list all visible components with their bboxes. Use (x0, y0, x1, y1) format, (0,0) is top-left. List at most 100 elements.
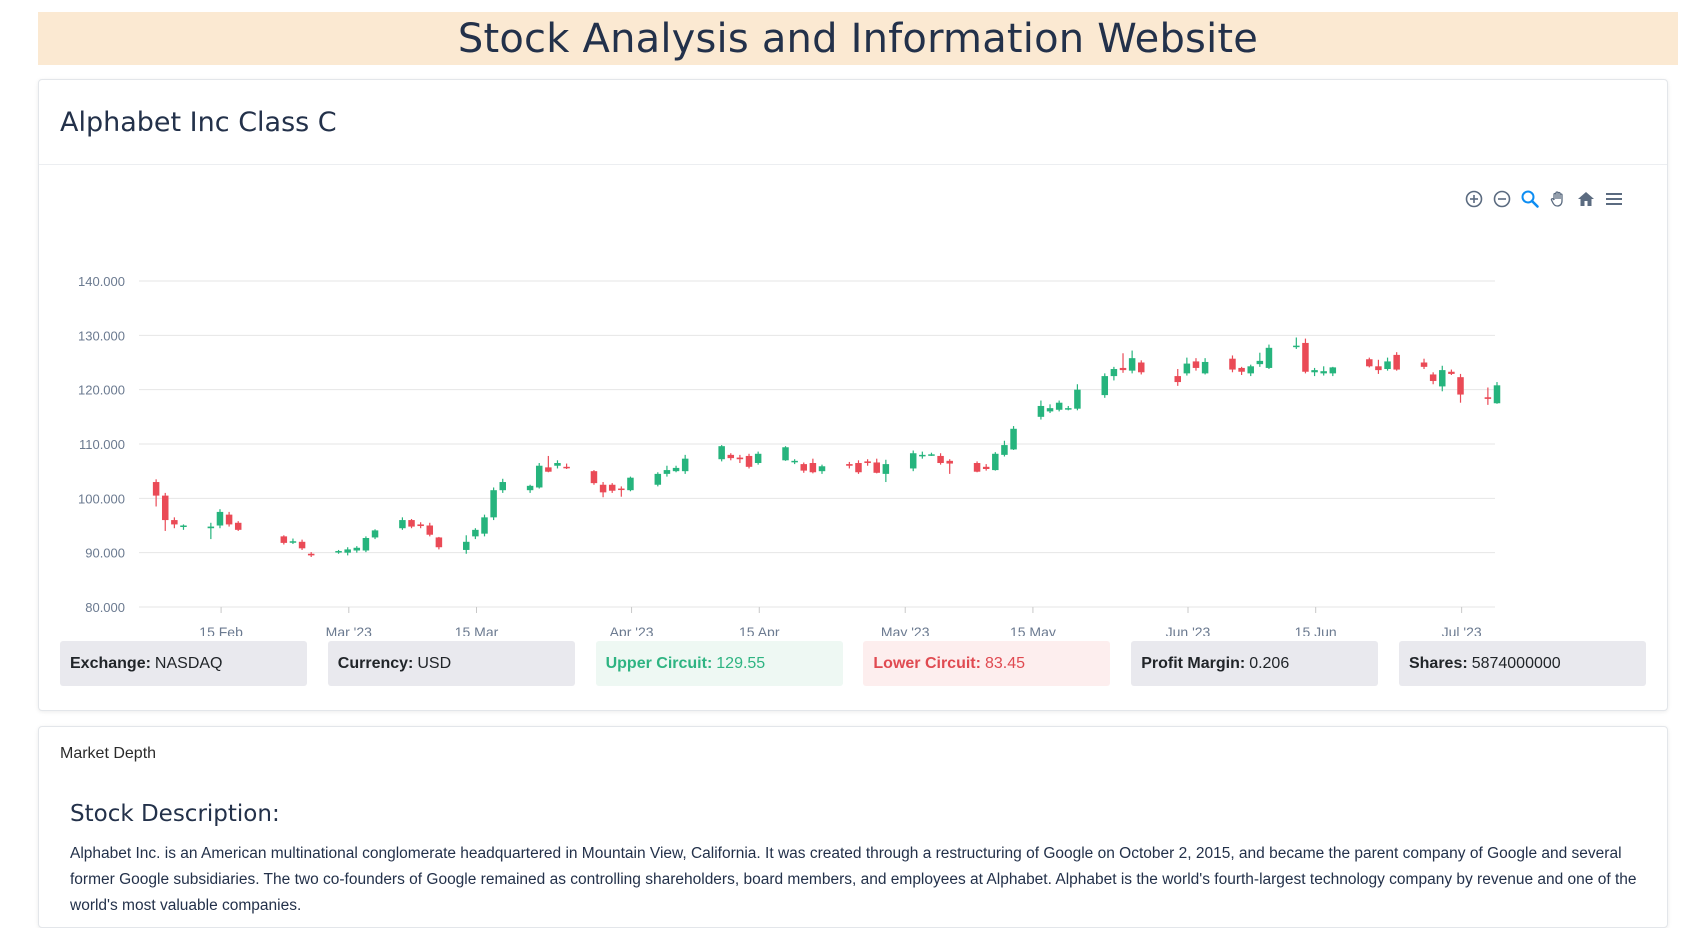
y-tick-label: 110.000 (79, 437, 125, 452)
candle-up (1247, 366, 1254, 374)
candle-down (1484, 397, 1492, 399)
candle-down (1238, 367, 1245, 372)
candle-down (800, 464, 808, 471)
stat-shares: Shares: 5874000000 (1398, 641, 1646, 686)
stat-label: Upper Circuit: (605, 654, 713, 672)
candle-down (855, 463, 862, 473)
candle-down (1448, 371, 1455, 374)
candle-up (1265, 347, 1273, 368)
candle-up (782, 447, 789, 461)
candle-up (818, 466, 826, 472)
candle-down (1429, 374, 1437, 381)
candle-up (1074, 389, 1081, 409)
candle-up (1201, 361, 1209, 374)
y-tick-label: 80.000 (85, 600, 125, 615)
candle-up (399, 520, 406, 529)
description-text: Alphabet Inc. is an American multination… (70, 845, 1637, 914)
stat-profit-margin: Profit Margin: 0.206 (1131, 641, 1379, 686)
candle-down (545, 467, 552, 472)
candle-up (1493, 385, 1501, 404)
candle-up (718, 446, 725, 460)
candle-down (563, 466, 570, 469)
candle-up (1293, 345, 1300, 348)
candle-down (846, 464, 853, 466)
candle-up (681, 458, 689, 472)
zoom-in-icon[interactable] (1463, 188, 1485, 210)
candle-up (1010, 428, 1017, 450)
menu-icon[interactable] (1603, 188, 1625, 210)
candle-up (654, 473, 662, 485)
candle-down (864, 461, 871, 464)
stat-value: USD (417, 654, 452, 672)
candle-up (1037, 405, 1045, 417)
candle-down (417, 524, 424, 527)
stat-label: Profit Margin: (1141, 654, 1246, 672)
x-tick-label: 15 May (1010, 624, 1056, 636)
y-tick-label: 120.000 (78, 383, 125, 398)
candle-up (335, 551, 342, 553)
candle-up (526, 485, 534, 491)
candle-down (298, 541, 306, 549)
candle-up (207, 526, 215, 529)
candle-down (435, 537, 443, 548)
candle-up (1320, 371, 1327, 374)
market-depth-label: Market Depth (60, 745, 157, 762)
candle-down (736, 457, 744, 460)
y-tick-label: 100.000 (78, 491, 125, 506)
x-tick-label: Jul '23 (1442, 624, 1482, 636)
stat-value: 0.206 (1249, 654, 1290, 672)
stock-chart-card: Alphabet Inc Class C 80.000 90.000 100.000… (38, 79, 1668, 711)
candle-down (1393, 354, 1400, 370)
candle-down (608, 484, 616, 491)
stat-label: Currency: (337, 654, 414, 672)
candle-up (791, 460, 798, 463)
chart-toolbar (1463, 188, 1625, 210)
candle-up (1055, 402, 1063, 410)
candle-up (882, 464, 890, 474)
candle-up (535, 465, 543, 488)
candle-down (937, 455, 944, 464)
candle-down (590, 471, 598, 484)
candle-up (627, 477, 634, 491)
stock-card-header: Alphabet Inc Class C (39, 80, 1667, 165)
candle-down (873, 462, 880, 473)
candle-up (353, 547, 361, 551)
stat-value: 129.55 (716, 654, 766, 672)
candle-down (618, 488, 625, 491)
candle-up (1311, 370, 1318, 373)
candle-up (490, 490, 497, 518)
stat-value: 83.45 (984, 654, 1025, 672)
stat-value: NASDAQ (154, 654, 223, 672)
selection-zoom-icon[interactable] (1519, 188, 1541, 210)
candle-down (1174, 376, 1181, 383)
stat-label: Exchange: (70, 654, 151, 672)
reset-home-icon[interactable] (1575, 188, 1597, 210)
stat-lower-circuit: Lower Circuit: 83.45 (863, 641, 1111, 686)
candle-up (1101, 376, 1109, 396)
zoom-out-icon[interactable] (1491, 188, 1513, 210)
candle-down (1457, 377, 1464, 395)
candlestick-chart[interactable]: 80.000 90.000 100.000 110.000 120.000 130.000… (39, 176, 1667, 636)
pan-icon[interactable] (1547, 188, 1569, 210)
x-tick-label: Jun '23 (1166, 624, 1211, 636)
candle-down (152, 482, 160, 496)
candle-up (919, 454, 926, 457)
x-tick-label: 15 Apr (739, 624, 780, 636)
stock-name: Alphabet Inc Class C (60, 106, 337, 138)
candle-up (754, 453, 762, 464)
description-title: Stock Description: (70, 801, 280, 827)
candle-up (362, 537, 370, 551)
x-tick-label: 15 Mar (455, 624, 499, 636)
candle-down (1192, 361, 1200, 368)
candle-down (946, 460, 953, 464)
candle-up (1183, 363, 1191, 374)
candle-down (1138, 362, 1145, 373)
candle-up (1046, 408, 1054, 412)
y-tick-label: 140.000 (78, 274, 125, 289)
candle-up (481, 517, 488, 534)
candle-up (463, 541, 470, 550)
candle-down (280, 536, 288, 543)
candle-down (599, 484, 607, 493)
candle-up (472, 529, 479, 537)
candle-down (307, 553, 315, 556)
